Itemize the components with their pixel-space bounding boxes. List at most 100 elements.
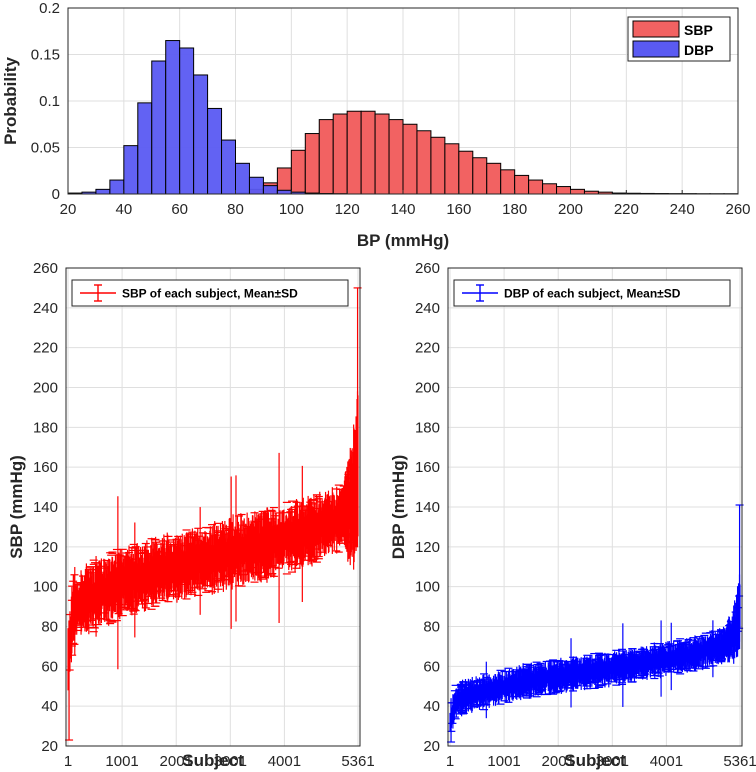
dbp-y-tick-label: 120 [415,539,440,556]
dbp-y-tick-label: 40 [423,698,440,715]
sbp-histogram-bar [374,113,390,195]
histogram-x-tick-label: 120 [335,201,360,218]
sbp-y-tick-label: 60 [41,658,58,675]
dbp-histogram-bar [262,185,278,195]
dbp-legend-box [453,279,731,307]
histogram-x-tick-label: 40 [115,201,132,218]
dbp-legend[interactable]: DBP of each subject, Mean±SD [453,279,731,307]
histogram-x-tick-label: 260 [725,201,750,218]
sbp-histogram-bar [430,136,446,195]
dbp-y-tick-label: 240 [415,300,440,317]
dbp-axes-frame [447,267,743,747]
dbp-y-tick-label: 100 [415,579,440,596]
histogram-x-axis-label: BP (mmHg) [357,231,449,250]
dbp-x-axis-label: Subject [564,751,626,770]
sbp-histogram-bar [332,113,348,195]
sbp-histogram-bar [318,119,334,195]
dbp-x-tick-label: 5361 [723,753,756,770]
sbp-y-tick-label: 140 [33,499,58,516]
dbp-histogram-bar [123,145,139,195]
dbp-histogram-bar [235,162,250,195]
sbp-y-tick-label: 260 [33,260,58,277]
sbp-y-tick-label: 20 [41,738,58,755]
dbp-y-tick-label: 160 [415,459,440,476]
dbp-y-tick-label: 60 [423,658,440,675]
sbp-histogram-bar [388,119,404,195]
dbp-y-tick-label: 140 [415,499,440,516]
sbp-legend[interactable]: SBP of each subject, Mean±SD [71,279,349,307]
histogram-panel: 20 40 60 80 100 120 140 160 180 200 220 240 260 0 0.05… [1,0,751,250]
histogram-tick-labels: 20 40 60 80 100 120 140 160 180 200 220 240 260 0 0.05… [31,0,751,218]
sbp-histogram-bar [360,110,376,195]
dbp-x-tick-label: 1001 [487,753,520,770]
histogram-x-tick-label: 160 [446,201,471,218]
sbp-histogram-bar [486,162,502,195]
sbp-y-tick-label: 40 [41,698,58,715]
sbp-histogram-bar [346,110,362,195]
sbp-y-tick-label: 80 [41,619,58,636]
sbp-legend-swatch [632,20,680,38]
sbp-y-tick-label: 220 [33,340,58,357]
sbp-histogram-bar [570,188,585,195]
dbp-histogram-bar [109,179,125,195]
sbp-histogram-bar [556,186,572,195]
sbp-x-tick-label: 3001 [214,753,247,770]
sbp-legend-label: SBP [684,22,713,38]
dbp-y-tick-label: 20 [423,738,440,755]
dbp-y-tick-label: 200 [415,380,440,397]
dbp-x-tick-label: 4001 [650,753,683,770]
sbp-y-tick-label: 100 [33,579,58,596]
sbp-y-tick-label: 180 [33,419,58,436]
sbp-histogram-bar [458,150,474,195]
sbp-histogram-bar [402,123,418,195]
sbp-histogram-bar [514,174,530,195]
dbp-y-tick-label: 180 [415,419,440,436]
sbp-histogram-bar [542,183,558,195]
histogram-y-tick-label: 0.15 [31,47,60,64]
sbp-y-tick-label: 240 [33,300,58,317]
sbp-panel: 1 1001 2001 3001 4001 5361 20 40 60 80 100 120 140 16… [7,260,375,770]
sbp-axes-frame [65,267,361,747]
dbp-tick-labels: 1 1001 2001 3001 4001 5361 20 40 60 80 100 120 140 16… [415,260,756,770]
sbp-x-tick-label: 4001 [268,753,301,770]
sbp-histogram-bar [444,143,460,195]
histogram-y-tick-label: 0.1 [39,93,60,110]
dbp-y-tick-label: 80 [423,619,440,636]
dbp-panel: 1 1001 2001 3001 4001 5361 20 40 60 80 100 120 140 16… [389,260,756,770]
sbp-x-tick-label: 2001 [160,753,193,770]
sbp-histogram-bar [290,149,306,195]
sbp-x-tick-label: 1 [64,753,72,770]
dbp-histogram-bar [248,176,264,195]
dbp-x-tick-label: 3001 [596,753,629,770]
histogram-x-tick-label: 60 [171,201,188,218]
dbp-histogram-bar [207,107,223,195]
histogram-legend[interactable]: SBP DBP [627,16,731,62]
dbp-y-tick-label: 260 [415,260,440,277]
sbp-y-tick-label: 160 [33,459,58,476]
dbp-legend-swatch [632,40,680,58]
dbp-histogram-bar [193,74,209,195]
histogram-x-tick-label: 140 [390,201,415,218]
sbp-y-tick-label: 200 [33,380,58,397]
dbp-legend-label: DBP [684,42,714,58]
histogram-x-tick-label: 180 [502,201,527,218]
dbp-y-axis-label: DBP (mmHg) [389,455,408,560]
histogram-x-tick-label: 80 [227,201,244,218]
sbp-legend-label: SBP of each subject, Mean±SD [122,287,298,301]
dbp-y-tick-label: 220 [415,340,440,357]
sbp-errorbars [65,287,362,741]
sbp-histogram-bar [500,169,516,195]
histogram-x-tick-label: 200 [558,201,583,218]
dbp-x-tick-label: 2001 [542,753,575,770]
histogram-y-axis-label: Probability [1,57,20,145]
histogram-y-tick-label: 0.05 [31,140,60,157]
histogram-y-tick-label: 0.2 [39,0,60,17]
dbp-legend-label: DBP of each subject, Mean±SD [504,287,681,301]
sbp-tick-labels: 1 1001 2001 3001 4001 5361 20 40 60 80 100 120 140 16… [33,260,375,770]
dbp-histogram-bar [137,102,153,195]
sbp-histogram-bar [304,133,320,195]
histogram-y-tick-label: 0 [52,186,60,203]
sbp-x-tick-label: 1001 [105,753,138,770]
histogram-x-tick-label: 220 [614,201,639,218]
sbp-y-axis-label: SBP (mmHg) [7,455,26,559]
